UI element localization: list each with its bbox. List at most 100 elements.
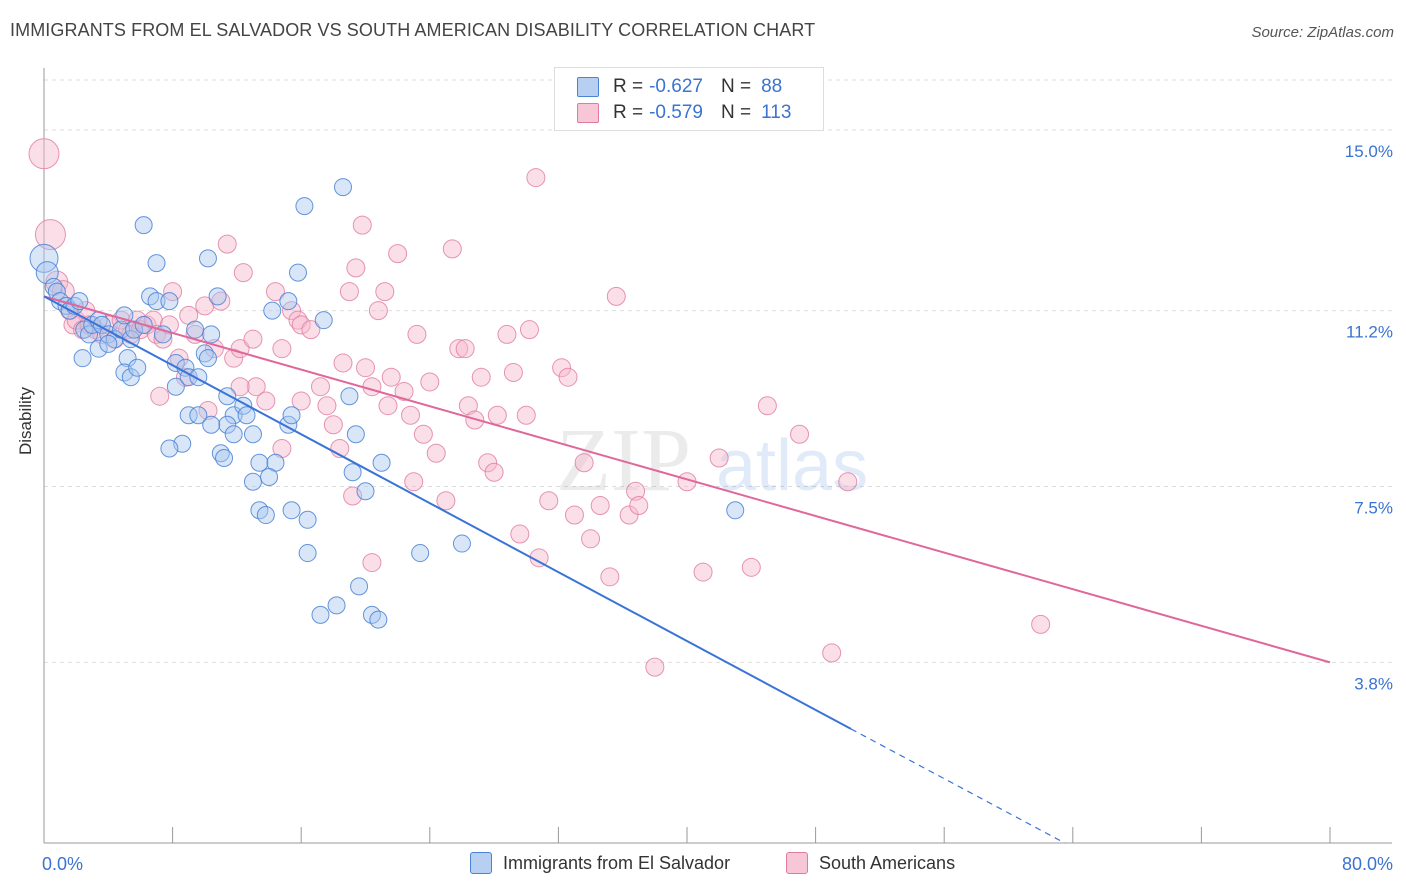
point-south-americans (388, 244, 408, 264)
n-label: N = (720, 76, 752, 97)
point-south-americans (217, 234, 237, 254)
point-el-salvador (372, 453, 391, 472)
point-el-salvador (452, 534, 471, 553)
point-south-americans (333, 353, 353, 373)
point-el-salvador (147, 254, 166, 273)
point-el-salvador (160, 292, 179, 311)
point-el-salvador (218, 387, 237, 406)
point-el-salvador (147, 292, 166, 311)
swatch-pink (577, 103, 599, 123)
point-south-americans (497, 324, 517, 344)
trend-line-el-salvador-extension (850, 728, 1066, 844)
point-south-americans (34, 219, 66, 251)
legend-label: Immigrants from El Salvador (503, 852, 731, 873)
point-south-americans (539, 491, 559, 511)
point-el-salvador (89, 339, 108, 358)
legend-item-el-salvador[interactable]: Immigrants from El Salvador (470, 852, 730, 874)
point-south-americans (558, 367, 578, 387)
x-tick-label: 0.0% (42, 854, 83, 874)
point-south-americans (256, 391, 276, 411)
y-tick-label: 11.2% (1346, 323, 1393, 342)
point-south-americans (150, 386, 170, 406)
point-el-salvador (260, 468, 279, 487)
y-axis-label: Disability (16, 386, 35, 455)
trend-line-el-salvador (43, 295, 852, 730)
point-south-americans (282, 301, 302, 321)
point-el-salvador (198, 249, 217, 268)
point-south-americans (478, 453, 498, 473)
point-south-americans (265, 282, 285, 302)
legend-label: South Americans (819, 852, 956, 873)
point-south-americans (272, 339, 292, 359)
tick-labels: 3.8% 7.5% 11.2% 15.0% 0.0% 80.0% (42, 142, 1393, 874)
point-el-salvador (279, 292, 298, 311)
point-el-salvador (186, 320, 205, 339)
point-south-americans (516, 405, 536, 425)
n-value: 88 (761, 76, 783, 97)
south-americans-points (28, 138, 1051, 677)
point-el-salvador (29, 243, 59, 273)
r-value: -0.579 (649, 102, 703, 123)
point-south-americans (323, 415, 343, 435)
source-note: Source: ZipAtlas.com (1251, 24, 1394, 41)
point-el-salvador (356, 482, 375, 501)
y-tick-label: 7.5% (1354, 499, 1393, 518)
point-south-americans (420, 372, 440, 392)
point-south-americans (838, 472, 858, 492)
point-south-americans (378, 396, 398, 416)
point-el-salvador (250, 501, 269, 520)
point-el-salvador (224, 425, 243, 444)
axes (43, 68, 1392, 844)
n-value: 113 (761, 102, 792, 123)
point-south-americans (629, 496, 649, 516)
point-south-americans (757, 396, 777, 416)
point-south-americans (246, 377, 266, 397)
swatch-blue (577, 77, 599, 97)
legend-swatch-blue (470, 852, 492, 874)
point-south-americans (356, 358, 375, 378)
point-south-americans (291, 315, 311, 335)
point-south-americans (159, 315, 179, 335)
point-south-americans (574, 453, 594, 473)
point-south-americans (375, 282, 395, 302)
point-south-americans (346, 258, 366, 278)
point-el-salvador (333, 178, 352, 197)
point-south-americans (449, 339, 469, 359)
point-el-salvador (80, 325, 99, 344)
point-el-salvador (243, 472, 262, 491)
point-el-salvador (211, 444, 230, 463)
point-el-salvador (282, 501, 301, 520)
point-south-americans (510, 524, 530, 544)
point-el-salvador (208, 287, 227, 306)
legend-item-south-americans[interactable]: South Americans (786, 852, 955, 874)
point-south-americans (455, 339, 475, 359)
n-label: N = (720, 102, 752, 123)
point-south-americans (368, 301, 388, 321)
point-el-salvador (141, 287, 160, 306)
point-el-salvador (179, 368, 198, 387)
point-el-salvador (327, 596, 346, 615)
point-south-americans (519, 320, 539, 340)
point-el-salvador (250, 453, 269, 472)
y-tick-label: 3.8% (1354, 674, 1393, 693)
x-tick-label: 80.0% (1342, 854, 1393, 874)
point-el-salvador (118, 349, 137, 368)
point-south-americans (362, 553, 382, 573)
point-el-salvador (263, 301, 282, 320)
point-south-americans (619, 505, 639, 525)
point-south-americans (458, 396, 478, 416)
point-south-americans (645, 657, 665, 677)
point-south-americans (233, 263, 253, 283)
point-el-salvador (411, 544, 430, 563)
point-el-salvador (202, 325, 221, 344)
point-south-americans (552, 358, 572, 378)
point-el-salvador (298, 544, 317, 563)
point-el-salvador (350, 577, 369, 596)
point-south-americans (503, 362, 523, 382)
point-el-salvador (298, 510, 317, 529)
point-south-americans (317, 396, 337, 416)
point-south-americans (28, 138, 60, 170)
point-el-salvador (99, 334, 118, 353)
point-south-americans (1031, 614, 1051, 634)
